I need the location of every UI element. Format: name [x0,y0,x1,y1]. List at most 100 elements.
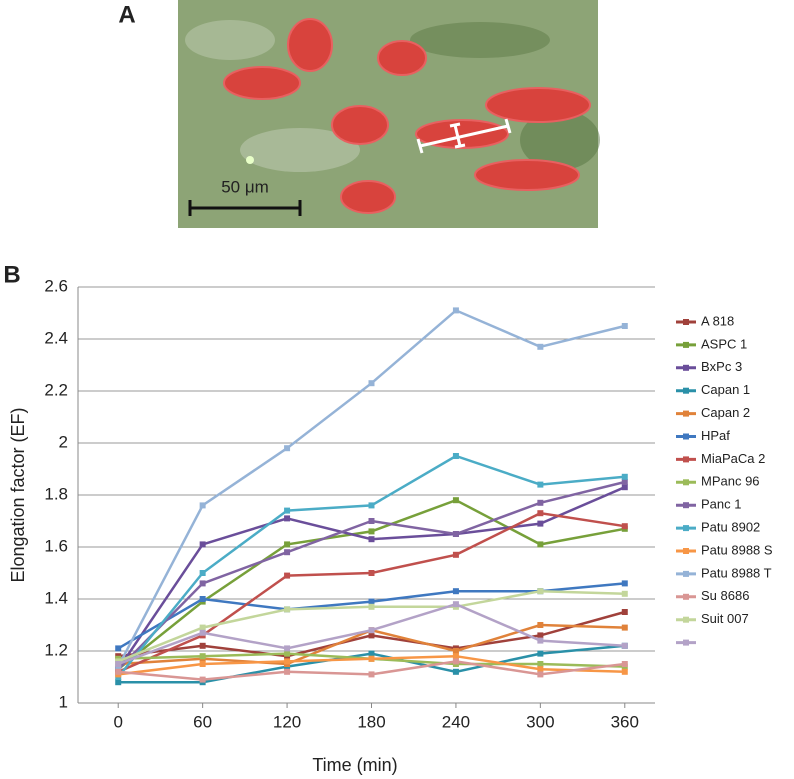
point [452,648,459,654]
point [537,541,544,548]
point [537,632,544,639]
legend-marker [683,570,689,577]
point [368,603,375,610]
point [537,510,544,517]
point [452,658,459,665]
point [537,666,544,673]
point [368,598,375,605]
legend-marker [683,456,689,463]
point [621,484,628,491]
legend-marker [683,410,689,417]
point [452,588,459,595]
point [368,627,375,634]
legend-label: MPanc 96 [701,474,760,489]
y-axis-title: Elongation factor (EF) [8,407,28,582]
point [621,668,628,675]
point [537,588,544,595]
point [537,622,544,628]
point [621,590,628,597]
x-tick-label: 120 [273,712,301,731]
legend-label: HPaf [701,428,730,443]
point [368,650,375,657]
point [368,655,375,662]
legend-marker [683,548,689,554]
point [621,323,628,329]
point [537,343,544,350]
legend-label: Suit 007 [701,611,749,626]
legend-label: Patu 8988 S [701,542,773,557]
point [537,650,544,657]
legend-marker [683,479,689,486]
point [115,661,122,667]
cell [331,105,389,145]
point [368,570,375,576]
y-tick-label: 2.2 [44,380,68,399]
point [284,507,291,514]
cell [474,159,580,191]
point [368,671,375,678]
point [537,671,544,678]
point [284,650,291,657]
texture [410,22,550,58]
point [537,661,544,667]
legend-marker [683,364,689,371]
y-tick-label: 1.4 [44,588,68,607]
point [537,520,544,527]
legend-label: Capan 2 [701,405,750,420]
point [621,609,628,615]
point [284,645,291,652]
legend-marker [683,502,689,509]
legend-marker [683,616,689,623]
x-axis-title: Time (min) [312,755,397,775]
legend-marker [683,525,689,532]
point [621,642,628,649]
texture [240,128,360,172]
point [284,445,291,452]
legend-label: Patu 8902 [701,520,760,535]
legend-marker [683,341,689,348]
point [368,502,375,509]
point [199,541,206,548]
scale-bar [188,200,302,216]
x-tick-label: 300 [526,712,554,731]
point [537,637,544,644]
legend-marker [683,639,689,646]
point [199,629,206,636]
legend-label: Capan 1 [701,382,750,397]
point [452,453,459,459]
point [115,679,122,686]
series-line [117,308,626,668]
point [284,658,291,665]
legend-label: A 818 [701,313,734,328]
x-tick-label: 180 [357,712,385,731]
point [621,479,628,485]
point [368,536,375,543]
micrograph: 50 μm [178,0,600,228]
point [115,668,122,675]
legend-marker [683,593,689,600]
point [199,570,206,576]
point [452,668,459,675]
point [199,661,206,667]
point [199,676,206,683]
measurement [416,118,512,154]
point [368,518,375,524]
legend-label: ASPC 1 [701,336,747,351]
scale-label: 50 μm [221,177,269,196]
panel-label: A [118,1,135,28]
point [284,606,291,613]
point [284,668,291,675]
point [199,624,206,631]
point [199,653,206,660]
point [537,481,544,488]
texture [520,110,600,170]
point [621,580,628,587]
legend-label: MiaPaCa 2 [701,451,765,466]
cell [340,180,396,214]
point [452,601,459,608]
point [368,528,375,535]
point [199,580,206,587]
point [284,541,291,548]
point [284,515,291,522]
legend-label: Panc 1 [701,497,741,512]
